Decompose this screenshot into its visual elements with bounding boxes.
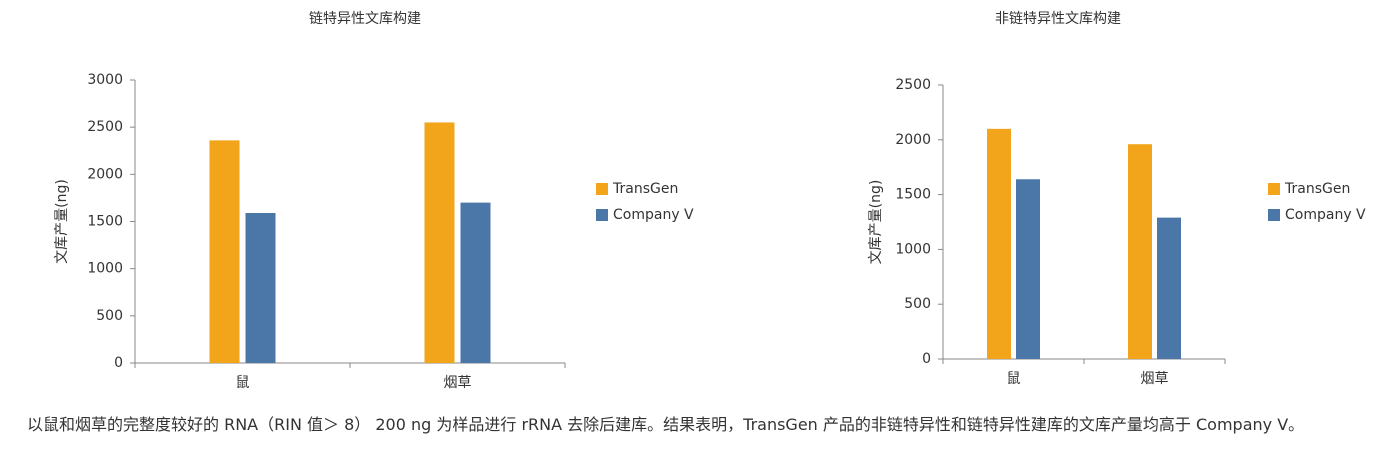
bar: [460, 202, 491, 363]
legend-label: Company V: [613, 207, 694, 223]
y-tick-label: 500: [904, 296, 931, 312]
bar: [424, 122, 455, 363]
y-tick-label: 0: [114, 355, 123, 371]
y-tick-label: 0: [922, 351, 931, 367]
y-tick-label: 2500: [895, 77, 931, 93]
legend-label: Company V: [1285, 207, 1366, 223]
legend-label: TransGen: [1284, 181, 1350, 197]
x-tick-label: 鼠: [236, 375, 250, 391]
y-tick-label: 3000: [87, 72, 123, 88]
y-tick-label: 1500: [87, 214, 123, 230]
bar: [987, 128, 1011, 359]
y-tick-label: 1000: [895, 241, 931, 257]
x-tick-label: 烟草: [1141, 371, 1169, 387]
legend-swatch: [596, 209, 608, 221]
chart-title: 链特异性文库构建: [309, 11, 421, 27]
y-tick-label: 1000: [87, 261, 123, 277]
y-tick-label: 2000: [895, 132, 931, 148]
bar: [1016, 179, 1040, 359]
x-tick-label: 鼠: [1007, 371, 1021, 387]
y-axis-label: 文库产量(ng): [54, 179, 70, 264]
legend-swatch: [1268, 183, 1280, 195]
legend-swatch: [1268, 209, 1280, 221]
y-axis-label: 文库产量(ng): [868, 180, 884, 265]
y-tick-label: 2000: [87, 166, 123, 182]
y-tick-label: 1500: [895, 187, 931, 203]
bar: [1128, 144, 1152, 359]
chart-title: 非链特异性文库构建: [995, 11, 1121, 27]
legend-label: TransGen: [612, 181, 678, 197]
bar: [245, 213, 276, 363]
bar: [1157, 217, 1181, 359]
bar: [209, 140, 240, 363]
caption: 以鼠和烟草的完整度较好的 RNA（RIN 值＞ 8） 200 ng 为样品进行 …: [27, 415, 1305, 434]
y-tick-label: 2500: [87, 119, 123, 135]
y-tick-label: 500: [96, 308, 123, 324]
legend-swatch: [596, 183, 608, 195]
x-tick-label: 烟草: [444, 375, 472, 391]
